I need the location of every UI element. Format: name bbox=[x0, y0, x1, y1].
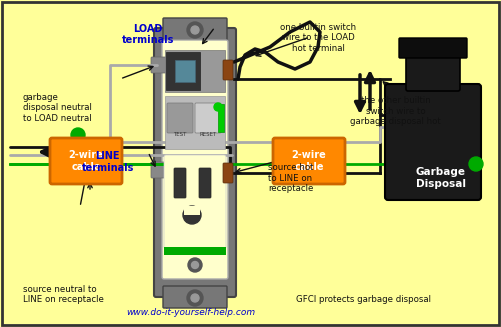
FancyBboxPatch shape bbox=[223, 163, 233, 183]
FancyBboxPatch shape bbox=[164, 155, 226, 249]
Text: 2-wire
cable: 2-wire cable bbox=[69, 150, 103, 172]
FancyBboxPatch shape bbox=[163, 286, 227, 308]
Circle shape bbox=[191, 262, 198, 268]
FancyBboxPatch shape bbox=[151, 57, 167, 73]
Text: one builtin switch
wire to the LOAD
hot terminal: one builtin switch wire to the LOAD hot … bbox=[280, 23, 356, 53]
Text: RESET: RESET bbox=[199, 132, 216, 137]
Text: GFCI protects garbage disposal: GFCI protects garbage disposal bbox=[296, 295, 431, 304]
FancyBboxPatch shape bbox=[174, 168, 186, 198]
Circle shape bbox=[191, 26, 199, 34]
Circle shape bbox=[183, 206, 201, 224]
FancyBboxPatch shape bbox=[195, 103, 221, 133]
FancyBboxPatch shape bbox=[166, 52, 200, 90]
Text: Garbage
Disposal: Garbage Disposal bbox=[416, 167, 466, 189]
Circle shape bbox=[187, 290, 203, 306]
FancyBboxPatch shape bbox=[406, 52, 460, 91]
Circle shape bbox=[469, 157, 483, 171]
FancyBboxPatch shape bbox=[151, 162, 167, 178]
FancyBboxPatch shape bbox=[164, 247, 226, 255]
FancyBboxPatch shape bbox=[167, 103, 193, 133]
Text: garbage
disposal neutral
to LOAD neutral: garbage disposal neutral to LOAD neutral bbox=[23, 93, 91, 123]
FancyBboxPatch shape bbox=[165, 50, 225, 92]
Circle shape bbox=[71, 128, 85, 142]
Circle shape bbox=[214, 103, 222, 111]
FancyBboxPatch shape bbox=[385, 84, 481, 200]
FancyBboxPatch shape bbox=[154, 28, 236, 297]
Text: www.do-it-yourself-help.com: www.do-it-yourself-help.com bbox=[126, 308, 255, 318]
Text: source neutral to
LINE on receptacle: source neutral to LINE on receptacle bbox=[23, 284, 103, 304]
FancyBboxPatch shape bbox=[399, 38, 467, 58]
Text: the other builtin
switch wire to
garbage disposal hot: the other builtin switch wire to garbage… bbox=[350, 96, 441, 126]
Text: TEST: TEST bbox=[173, 132, 187, 137]
FancyBboxPatch shape bbox=[162, 40, 228, 279]
Text: LOAD
terminals: LOAD terminals bbox=[122, 24, 174, 45]
FancyBboxPatch shape bbox=[165, 96, 225, 149]
Text: source hot
to LINE on
receptacle: source hot to LINE on receptacle bbox=[268, 163, 314, 193]
FancyBboxPatch shape bbox=[163, 18, 227, 40]
Text: 2-wire
cable: 2-wire cable bbox=[292, 150, 326, 172]
FancyBboxPatch shape bbox=[199, 168, 211, 198]
FancyBboxPatch shape bbox=[50, 138, 122, 184]
FancyBboxPatch shape bbox=[184, 206, 200, 215]
Text: LINE
terminals: LINE terminals bbox=[82, 151, 134, 173]
Circle shape bbox=[191, 294, 199, 302]
Circle shape bbox=[188, 258, 202, 272]
FancyBboxPatch shape bbox=[223, 60, 233, 80]
FancyBboxPatch shape bbox=[175, 60, 195, 82]
FancyBboxPatch shape bbox=[273, 138, 345, 184]
Circle shape bbox=[187, 22, 203, 38]
FancyBboxPatch shape bbox=[218, 104, 224, 132]
